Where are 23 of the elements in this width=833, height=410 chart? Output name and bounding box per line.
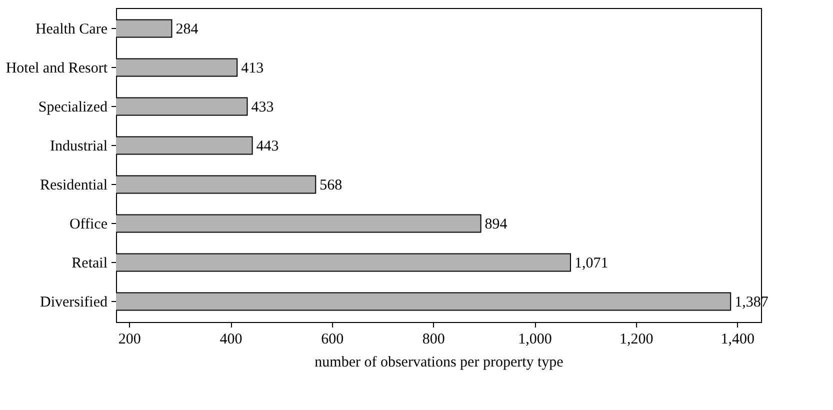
y-tick-label: Retail: [72, 256, 108, 272]
x-tick-label: 1,200: [619, 332, 654, 348]
data-label: 443: [256, 138, 279, 154]
x-tick-label: 1,000: [518, 332, 552, 348]
y-tick-label: Office: [69, 216, 108, 233]
data-label: 413: [241, 60, 264, 76]
y-tick-label: Hotel and Resort: [6, 60, 108, 76]
x-tick-label: 600: [321, 332, 344, 348]
y-tick-label: Industrial: [50, 138, 108, 154]
data-label: 433: [251, 99, 274, 116]
y-tick-label: Specialized: [38, 99, 108, 116]
y-tick-label: Health Care: [35, 21, 108, 38]
x-tick-label: 800: [422, 332, 445, 348]
x-axis-title: number of observations per property type: [314, 354, 564, 370]
data-label: 894: [484, 216, 508, 233]
y-tick-label: Residential: [40, 178, 108, 194]
x-tick-label: 1,400: [720, 332, 755, 348]
data-label: 284: [176, 21, 199, 38]
data-label: 568: [320, 178, 342, 194]
x-tick-label: 200: [118, 332, 141, 348]
data-label: 1,071: [574, 256, 608, 272]
x-tick-label: 400: [220, 332, 242, 348]
y-tick-label: Diversified: [40, 294, 108, 311]
